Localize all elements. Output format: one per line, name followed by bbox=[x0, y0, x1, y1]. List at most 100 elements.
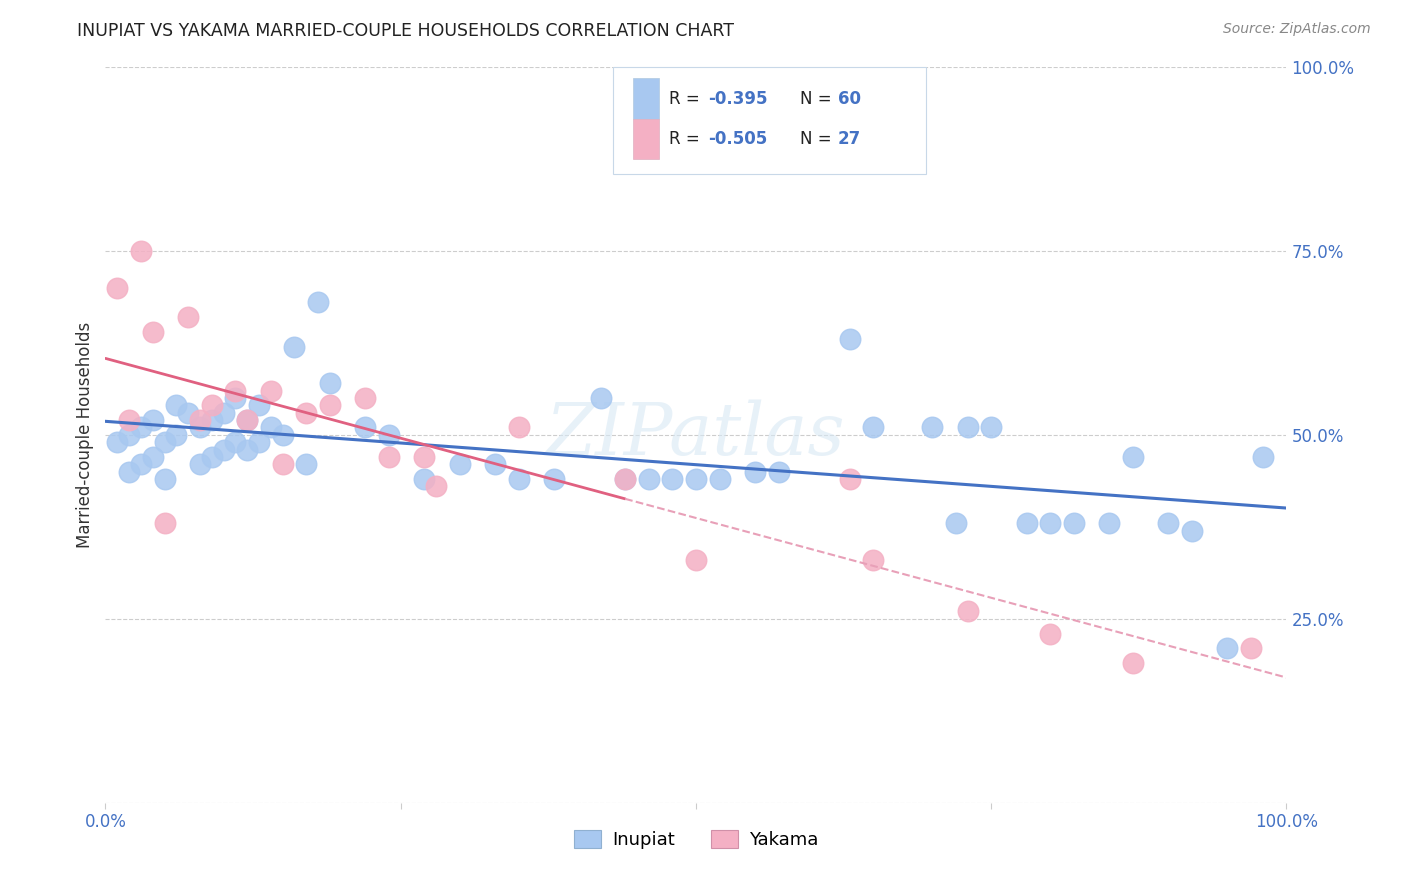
Point bbox=[295, 406, 318, 420]
Point bbox=[1251, 450, 1274, 464]
Point bbox=[921, 420, 943, 434]
Point bbox=[425, 479, 447, 493]
Point bbox=[862, 420, 884, 434]
Text: -0.395: -0.395 bbox=[707, 89, 768, 108]
Point bbox=[1015, 516, 1038, 530]
Point bbox=[591, 391, 613, 405]
Point bbox=[165, 398, 187, 412]
Point bbox=[1157, 516, 1180, 530]
Point bbox=[142, 450, 165, 464]
Point bbox=[956, 605, 979, 619]
Point bbox=[201, 450, 224, 464]
Point bbox=[1122, 450, 1144, 464]
Point bbox=[685, 472, 707, 486]
Text: R =: R = bbox=[669, 130, 704, 148]
Point bbox=[224, 384, 246, 398]
Point bbox=[838, 332, 860, 346]
Point bbox=[449, 457, 471, 471]
Point bbox=[862, 553, 884, 567]
Point bbox=[413, 472, 436, 486]
Point bbox=[236, 442, 259, 457]
Point bbox=[378, 427, 401, 442]
Point bbox=[236, 413, 259, 427]
Point bbox=[236, 413, 259, 427]
Point bbox=[413, 450, 436, 464]
Point bbox=[980, 420, 1002, 434]
Point bbox=[1098, 516, 1121, 530]
Point bbox=[247, 398, 270, 412]
Point bbox=[637, 472, 659, 486]
Point bbox=[129, 420, 152, 434]
Point bbox=[201, 413, 224, 427]
Point bbox=[142, 325, 165, 339]
Point bbox=[188, 413, 211, 427]
Point bbox=[1181, 524, 1204, 538]
Point bbox=[118, 413, 141, 427]
Point bbox=[260, 384, 283, 398]
Point bbox=[105, 435, 128, 450]
Text: N =: N = bbox=[800, 130, 837, 148]
Point bbox=[378, 450, 401, 464]
Point bbox=[945, 516, 967, 530]
Point bbox=[768, 465, 790, 479]
Y-axis label: Married-couple Households: Married-couple Households bbox=[76, 322, 94, 548]
Point bbox=[129, 244, 152, 258]
Point bbox=[956, 420, 979, 434]
Text: INUPIAT VS YAKAMA MARRIED-COUPLE HOUSEHOLDS CORRELATION CHART: INUPIAT VS YAKAMA MARRIED-COUPLE HOUSEHO… bbox=[77, 22, 734, 40]
Point bbox=[177, 310, 200, 325]
Point bbox=[118, 465, 141, 479]
Point bbox=[1039, 626, 1062, 640]
Point bbox=[709, 472, 731, 486]
Point bbox=[508, 420, 530, 434]
Text: 60: 60 bbox=[838, 89, 860, 108]
Legend: Inupiat, Yakama: Inupiat, Yakama bbox=[567, 822, 825, 856]
Point bbox=[484, 457, 506, 471]
Point bbox=[118, 427, 141, 442]
Point bbox=[744, 465, 766, 479]
Point bbox=[614, 472, 637, 486]
FancyBboxPatch shape bbox=[633, 119, 659, 160]
Point bbox=[1216, 641, 1239, 656]
Point bbox=[247, 435, 270, 450]
Point bbox=[354, 420, 377, 434]
Point bbox=[129, 457, 152, 471]
Point bbox=[838, 472, 860, 486]
Point bbox=[142, 413, 165, 427]
Point bbox=[319, 376, 342, 391]
Text: ZIPatlas: ZIPatlas bbox=[546, 400, 846, 470]
Point bbox=[614, 472, 637, 486]
Point bbox=[307, 295, 329, 310]
Point bbox=[1063, 516, 1085, 530]
Point bbox=[319, 398, 342, 412]
Point bbox=[260, 420, 283, 434]
Point bbox=[661, 472, 683, 486]
Point bbox=[201, 398, 224, 412]
Point bbox=[283, 340, 305, 354]
Point bbox=[271, 427, 294, 442]
Point bbox=[153, 516, 176, 530]
Point bbox=[224, 391, 246, 405]
Point bbox=[105, 280, 128, 294]
Point bbox=[295, 457, 318, 471]
Text: Source: ZipAtlas.com: Source: ZipAtlas.com bbox=[1223, 22, 1371, 37]
Point bbox=[224, 435, 246, 450]
Point bbox=[153, 435, 176, 450]
FancyBboxPatch shape bbox=[633, 78, 659, 119]
Point bbox=[685, 553, 707, 567]
Point bbox=[177, 406, 200, 420]
Point bbox=[1240, 641, 1263, 656]
FancyBboxPatch shape bbox=[613, 67, 927, 174]
Point bbox=[354, 391, 377, 405]
Point bbox=[508, 472, 530, 486]
Point bbox=[1122, 656, 1144, 670]
Point bbox=[1039, 516, 1062, 530]
Point bbox=[153, 472, 176, 486]
Text: 27: 27 bbox=[838, 130, 860, 148]
Point bbox=[212, 442, 235, 457]
Text: -0.505: -0.505 bbox=[707, 130, 768, 148]
Point bbox=[165, 427, 187, 442]
Point bbox=[188, 457, 211, 471]
Point bbox=[212, 406, 235, 420]
Point bbox=[543, 472, 565, 486]
Point bbox=[188, 420, 211, 434]
